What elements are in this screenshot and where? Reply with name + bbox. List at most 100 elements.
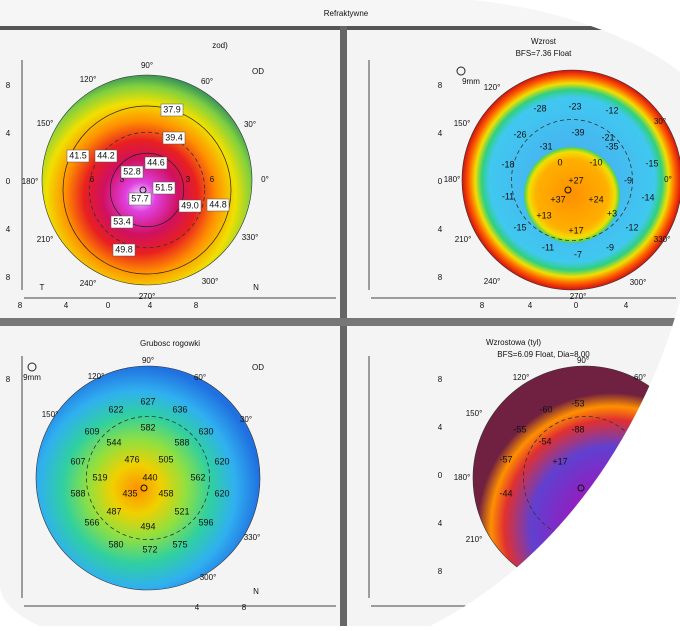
value-box [144, 156, 168, 170]
map-outline [35, 365, 261, 591]
angle-label: 150° [42, 410, 59, 419]
zoom-icon [456, 66, 466, 76]
y-tick-label: 8 [438, 81, 443, 90]
angle-label: 180° [22, 177, 39, 186]
map-value: 562 [190, 472, 205, 482]
angle-label: 150° [466, 409, 483, 418]
angle-label: 300° [630, 278, 647, 287]
map-value: -12 [625, 222, 638, 232]
color-map [42, 75, 252, 285]
window-title: Refraktywne [324, 9, 369, 18]
angle-label: 30° [244, 120, 256, 129]
map-value: 505 [158, 454, 173, 464]
angle-label: 120° [88, 372, 105, 381]
map-value: 44.6 [147, 157, 165, 167]
map-value: 620 [214, 456, 229, 466]
side-label: N [253, 587, 259, 596]
map-value: -7 [574, 249, 582, 259]
zoom-label: 9mm [462, 77, 480, 86]
ring-label: 6 [90, 175, 95, 184]
ring-label: 6 [210, 175, 215, 184]
eye-label: OD [252, 67, 264, 76]
side-label: T [40, 283, 45, 292]
x-tick-label: 4 [64, 301, 69, 310]
map-value: +17 [568, 225, 583, 235]
angle-label: 150° [454, 119, 471, 128]
x-tick-label: 4 [528, 301, 533, 310]
color-map-center [524, 147, 620, 243]
angle-label: 60° [634, 373, 646, 382]
angle-label: 150° [37, 119, 54, 128]
map-value: 476 [124, 454, 139, 464]
map-value: +24 [588, 194, 603, 204]
map-value: -44 [499, 488, 512, 498]
map-value: -23 [568, 101, 581, 111]
map-value: +27 [568, 175, 583, 185]
map-value: -9 [624, 175, 632, 185]
map-value: 49.0 [181, 200, 199, 210]
angle-label: 90° [142, 356, 154, 365]
angle-label: 330° [242, 233, 259, 242]
map-value: 37.9 [163, 104, 181, 114]
y-tick-label: 0 [6, 177, 11, 186]
map-value: -54 [538, 436, 551, 446]
panel-title: zod) [212, 41, 228, 50]
x-tick-label: 4 [624, 301, 629, 310]
map-value: 521 [174, 506, 189, 516]
map-value: 494 [140, 521, 155, 531]
map-value: 458 [158, 488, 173, 498]
map-value: 44.2 [97, 150, 115, 160]
map-value: 544 [106, 437, 121, 447]
map-value: 39.4 [165, 132, 183, 142]
map-value: -11 [502, 191, 514, 201]
map-value: -57 [499, 454, 512, 464]
zone-ring [62, 105, 232, 275]
zone-ring [88, 131, 206, 249]
map-value: 609 [84, 426, 99, 436]
zone-ring [511, 119, 633, 241]
eye-label: OD [252, 363, 264, 372]
angle-label: 60° [194, 373, 206, 382]
y-tick-label: 4 [6, 129, 11, 138]
panel-title: Grubosc rogowki [140, 339, 200, 348]
map-value: 53.4 [113, 216, 131, 226]
map-value: 41.5 [69, 150, 87, 160]
value-box [120, 165, 144, 179]
map-value: 572 [142, 544, 157, 554]
map-value: -55 [513, 424, 526, 434]
map-value: 52.8 [123, 166, 141, 176]
map-value: 588 [70, 488, 85, 498]
zone-ring [109, 152, 185, 228]
y-tick-label: 4 [438, 519, 443, 528]
pupil-center [140, 484, 148, 492]
map-value: -15 [645, 158, 658, 168]
angle-label: 240° [484, 277, 501, 286]
map-value: 636 [172, 404, 187, 414]
map-value: 607 [70, 456, 85, 466]
pupil-center [564, 186, 572, 194]
angle-label: 30° [240, 415, 252, 424]
map-value: 566 [84, 517, 99, 527]
map-value: -18 [501, 159, 514, 169]
angle-label: 30° [654, 117, 666, 126]
y-tick-label: 8 [438, 567, 443, 576]
map-value: 627 [140, 396, 155, 406]
angle-label: 90° [141, 61, 153, 70]
angle-label: 180° [444, 175, 461, 184]
map-value: 582 [140, 422, 155, 432]
map-value: +37 [550, 194, 565, 204]
value-box [160, 103, 184, 117]
y-tick-label: 8 [6, 375, 11, 384]
angle-label: 0° [261, 175, 269, 184]
angle-label: 240° [80, 279, 97, 288]
map-value: -53 [571, 398, 584, 408]
separator [0, 318, 680, 326]
x-tick-label: 8 [242, 603, 247, 612]
y-tick-label: 4 [6, 225, 11, 234]
value-box [128, 192, 152, 206]
angle-label: 90° [577, 356, 589, 365]
map-value: +13 [536, 210, 551, 220]
angle-label: 300° [200, 573, 217, 582]
map-value: 580 [108, 539, 123, 549]
map-value: -21 [601, 132, 614, 142]
